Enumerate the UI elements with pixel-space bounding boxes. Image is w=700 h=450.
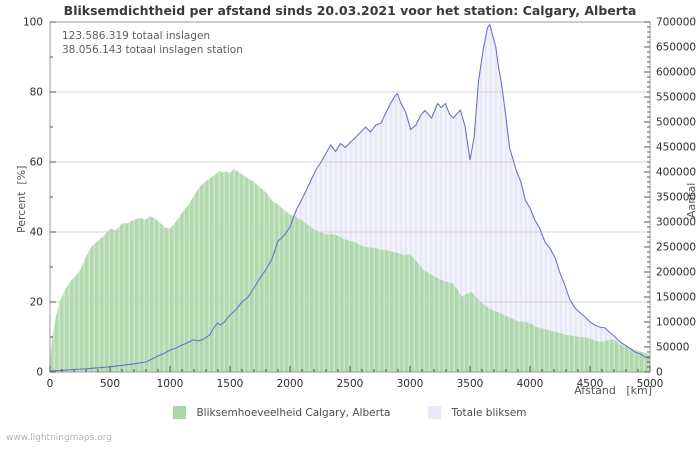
- tick-label: 3500: [457, 378, 484, 390]
- legend-label-station: Bliksemhoeveelheid Calgary, Alberta: [196, 406, 391, 419]
- tick-label: 100000: [656, 317, 696, 329]
- tick-label: 100: [23, 17, 43, 29]
- tick-label: 350000: [656, 192, 696, 204]
- tick-label: 60: [30, 157, 43, 169]
- tick-label: 300000: [656, 217, 696, 229]
- tick-label: 400000: [656, 167, 696, 179]
- tick-label: 0: [36, 367, 43, 379]
- watermark-link[interactable]: www.lightningmaps.org: [6, 433, 112, 443]
- tick-label: 20: [30, 297, 43, 309]
- chart-legend: Bliksemhoeveelheid Calgary, Alberta Tota…: [50, 406, 650, 419]
- chart-title: Bliksemdichtheid per afstand sinds 20.03…: [63, 3, 637, 18]
- legend-label-total: Totale bliksem: [451, 406, 527, 419]
- tick-label: 40: [30, 227, 43, 239]
- tick-label: 3000: [397, 378, 424, 390]
- tick-label: 2500: [337, 378, 364, 390]
- tick-label: 2000: [277, 378, 304, 390]
- x-axis-label: Afstand [km]: [574, 384, 652, 397]
- annotation-total-strikes-station: 38.056.143 totaal inslagen station: [62, 44, 243, 56]
- tick-label: 1500: [217, 378, 244, 390]
- tick-label: 50000: [656, 342, 689, 354]
- area-station-lightning: [50, 169, 650, 372]
- tick-label: 600000: [656, 67, 696, 79]
- gridlines: [50, 91, 650, 303]
- tick-label: 5000: [637, 378, 664, 390]
- tick-label: 500000: [656, 117, 696, 129]
- tick-label: 500: [100, 378, 120, 390]
- legend-swatch-green: [173, 406, 187, 419]
- y-axis-label-right: Aantal: [685, 182, 698, 218]
- y-axis-label-left: Percent [%]: [15, 165, 28, 233]
- tick-label: 0: [656, 367, 663, 379]
- line-total-lightning: [49, 23, 651, 372]
- series-areas: [50, 24, 650, 372]
- tick-label: 200000: [656, 267, 696, 279]
- tick-label: 250000: [656, 242, 696, 254]
- tick-label: 4000: [517, 378, 544, 390]
- tick-label: 550000: [656, 92, 696, 104]
- annotation-total-strikes: 123.586.319 totaal inslagen: [62, 30, 211, 42]
- axis-ticks-and-labels: 0 500 1000 1500 2000 2500 3000 3500 4000 4500 5000…: [23, 17, 696, 391]
- tick-label: 700000: [656, 17, 696, 29]
- legend-item-station: Bliksemhoeveelheid Calgary, Alberta: [173, 406, 390, 419]
- tick-label: 1000: [157, 378, 184, 390]
- tick-label: 650000: [656, 42, 696, 54]
- tick-label: 450000: [656, 142, 696, 154]
- tick-label: 80: [30, 87, 43, 99]
- legend-item-total: Totale bliksem: [428, 406, 527, 419]
- area-total-lightning: [50, 24, 650, 372]
- tick-label: 150000: [656, 292, 696, 304]
- tick-label: 4500: [577, 378, 604, 390]
- legend-swatch-lavender: [428, 406, 442, 419]
- tick-label: 0: [47, 378, 54, 390]
